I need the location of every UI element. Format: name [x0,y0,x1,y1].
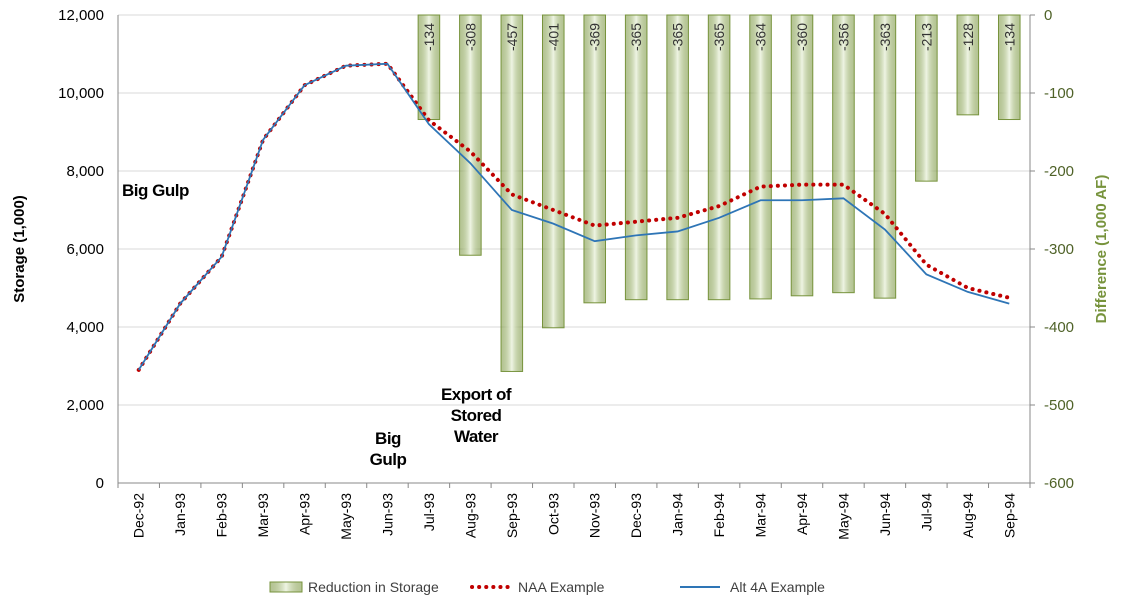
x-tick-label: Dec-92 [131,493,147,538]
data-label: -365 [670,23,686,51]
legend-label: NAA Example [518,579,605,595]
data-label: -134 [1001,23,1017,51]
bar [541,14,565,329]
bar [997,14,1021,121]
x-tick-label: Aug-94 [960,493,976,538]
bar [459,14,482,256]
annotation: Gulp [370,450,407,469]
bar [583,14,607,304]
bar [749,14,772,300]
y-tick-label: 4,000 [66,319,104,336]
legend-swatch [269,581,303,593]
data-label: -457 [504,23,520,51]
data-label: -363 [877,23,893,51]
y-tick-label: 0 [96,475,104,492]
data-label: -365 [628,23,644,51]
data-label: -360 [794,23,810,51]
bar [915,14,938,182]
x-tick-label: Sep-94 [1001,493,1017,538]
bar [624,14,648,301]
y-tick-label: 10,000 [58,85,104,102]
annotation: Water [454,427,499,446]
data-label: -128 [960,23,976,51]
data-label: -401 [545,23,561,51]
data-label: -369 [587,23,603,51]
y-tick-label: 8,000 [66,163,104,180]
x-tick-label: Jul-93 [421,493,437,531]
y2-tick-label: 0 [1044,7,1052,24]
y2-tick-label: -100 [1044,85,1074,102]
x-tick-label: Apr-93 [297,493,313,535]
annotation: Big Gulp [122,181,189,200]
bar [832,14,855,294]
x-tick-label: Jan-94 [670,493,686,536]
bar [707,14,731,301]
x-tick-label: Dec-93 [628,493,644,538]
y-axis-label: Storage (1,000) [11,195,28,303]
y2-tick-label: -600 [1044,475,1074,492]
line [137,62,1010,371]
data-label: -365 [711,23,727,51]
x-tick-label: Sep-93 [504,493,520,538]
data-label: -134 [421,23,437,51]
bar [666,14,689,301]
data-label: -356 [835,23,851,51]
x-tick-label: Feb-93 [214,493,230,538]
x-tick-label: May-93 [338,493,354,540]
bar [790,14,814,297]
x-tick-label: Nov-93 [587,493,603,538]
x-tick-label: Jul-94 [918,493,934,531]
y-tick-label: 2,000 [66,397,104,414]
bar [873,14,897,299]
legend-label: Alt 4A Example [730,579,825,595]
legend-label: Reduction in Storage [308,579,439,595]
annotation: Big [375,429,401,448]
x-tick-label: Jun-93 [379,493,395,536]
annotation: Stored [451,406,502,425]
x-tick-label: Apr-94 [794,493,810,535]
x-tick-label: Oct-93 [545,493,561,535]
legend: Reduction in Storage NAA Example Alt 4A Ex… [269,579,825,595]
data-label: -213 [918,23,934,51]
x-tick-label: May-94 [835,493,851,540]
annotation: Export of [441,385,512,404]
x-tick-label: Mar-93 [255,493,271,538]
y2-tick-label: -400 [1044,319,1074,336]
x-tick-label: Mar-94 [753,493,769,538]
x-tick-label: Jan-93 [172,493,188,536]
y-tick-label: 6,000 [66,241,104,258]
y2-tick-label: -200 [1044,163,1074,180]
bar [956,14,980,116]
y-tick-label: 12,000 [58,7,104,24]
y2-axis-label: Difference (1,000 AF) [1093,175,1110,324]
x-tick-label: Feb-94 [711,493,727,538]
y2-tick-label: -500 [1044,397,1074,414]
data-label: -364 [753,23,769,51]
x-tick-label: Aug-93 [462,493,478,538]
y2-tick-label: -300 [1044,241,1074,258]
x-tick-label: Jun-94 [877,493,893,536]
data-label: -308 [462,23,478,51]
